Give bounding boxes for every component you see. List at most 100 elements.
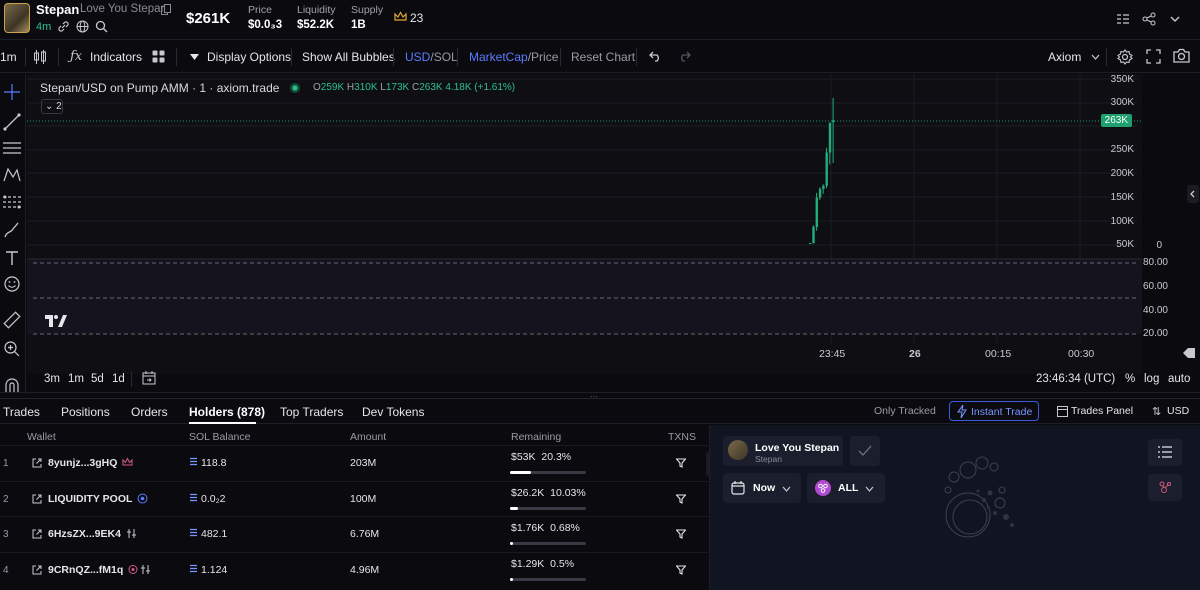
chevron-down-icon[interactable] bbox=[1168, 12, 1182, 26]
brush-icon[interactable] bbox=[2, 220, 22, 240]
copy-icon[interactable] bbox=[161, 4, 171, 15]
marketcap-price-toggle[interactable]: MarketCap/Price bbox=[469, 50, 558, 64]
currency-selector[interactable]: USD bbox=[1167, 405, 1190, 417]
link-icon[interactable] bbox=[57, 20, 70, 33]
chart-canvas[interactable] bbox=[27, 74, 1142, 374]
chevron-down-icon[interactable] bbox=[1091, 54, 1100, 60]
wallet-address[interactable]: 9CRnQZ...fM1q bbox=[48, 563, 124, 576]
resize-handle-icon[interactable]: ⋯ bbox=[590, 392, 598, 401]
trend-line-icon[interactable] bbox=[2, 112, 22, 132]
wallet-address[interactable]: 8yunjz...3gHQ bbox=[48, 457, 118, 469]
pattern-icon[interactable] bbox=[2, 165, 22, 185]
search-icon[interactable] bbox=[95, 20, 108, 33]
panel-icon bbox=[1057, 406, 1068, 417]
instant-trade-button[interactable]: Instant Trade bbox=[949, 401, 1039, 421]
price-option[interactable]: Price bbox=[531, 50, 559, 64]
sol-option[interactable]: SOL bbox=[433, 50, 458, 64]
tab-orders[interactable]: Orders bbox=[131, 405, 168, 419]
list-view-button[interactable] bbox=[1148, 439, 1182, 466]
source-select[interactable]: Axiom bbox=[1048, 50, 1082, 64]
table-row[interactable]: 2 LIQUIDITY POOL 0.0₂2 100M $26.2K 10.03% bbox=[0, 480, 708, 515]
undo-icon[interactable] bbox=[649, 51, 662, 62]
fib-icon[interactable] bbox=[2, 192, 22, 212]
tab-trades[interactable]: Trades bbox=[3, 405, 40, 419]
filter-icon[interactable] bbox=[676, 529, 686, 539]
camera-icon[interactable] bbox=[1173, 48, 1190, 63]
scroll-right-icon[interactable] bbox=[1180, 347, 1196, 359]
ruler-icon[interactable] bbox=[2, 310, 22, 330]
share-icon[interactable] bbox=[1142, 12, 1156, 26]
table-row[interactable]: 4 9CRnQZ...fM1q 1.124 4.96M $1.29K 0.5% bbox=[0, 551, 708, 586]
collapse-right-icon[interactable] bbox=[1187, 185, 1199, 203]
external-link-icon[interactable] bbox=[32, 529, 42, 539]
reset-chart-button[interactable]: Reset Chart bbox=[571, 50, 636, 64]
calendar-icon bbox=[731, 481, 745, 495]
gear-icon[interactable] bbox=[1117, 49, 1133, 65]
wallet-address[interactable]: LIQUIDITY POOL bbox=[48, 492, 133, 505]
filter-icon[interactable] bbox=[676, 564, 686, 575]
price-chart[interactable]: Stepan/USD on Pump AMM · 1 · axiom.trade… bbox=[27, 74, 1168, 374]
only-tracked-toggle[interactable]: Only Tracked bbox=[874, 405, 936, 417]
external-link-icon[interactable] bbox=[32, 565, 42, 575]
filter-badge-icon bbox=[815, 480, 831, 496]
globe-icon[interactable] bbox=[76, 20, 89, 33]
indicators-button[interactable]: Indicators bbox=[90, 50, 143, 64]
text-icon[interactable] bbox=[2, 248, 22, 268]
candle-type-icon[interactable] bbox=[33, 49, 47, 65]
percent-toggle[interactable]: % bbox=[1125, 373, 1136, 385]
timeframe-1d[interactable]: 1d bbox=[112, 373, 125, 385]
indicators-icon[interactable]: ƒx bbox=[70, 49, 83, 64]
usd-option[interactable]: USD bbox=[405, 50, 431, 64]
confirm-button[interactable] bbox=[850, 436, 880, 466]
list-settings-icon[interactable] bbox=[1116, 12, 1130, 26]
column-header-remaining[interactable]: Remaining bbox=[511, 431, 562, 443]
sort-arrows-icon[interactable]: ⇅ bbox=[1152, 406, 1162, 418]
token-avatar[interactable] bbox=[4, 3, 30, 33]
column-header-txns: TXNS bbox=[668, 431, 697, 443]
time-filter-dropdown[interactable]: Now bbox=[723, 473, 801, 503]
redo-icon[interactable] bbox=[678, 51, 691, 62]
log-toggle[interactable]: log bbox=[1144, 373, 1160, 385]
indicators-collapse-badge[interactable]: ⌄ 2 bbox=[41, 99, 63, 114]
tab-top-traders[interactable]: Top Traders bbox=[280, 405, 344, 419]
tab-holders[interactable]: Holders (878) bbox=[189, 405, 266, 419]
auto-toggle[interactable]: auto bbox=[1168, 373, 1191, 385]
crosshair-icon[interactable] bbox=[2, 82, 22, 102]
magnet-icon[interactable] bbox=[2, 376, 22, 396]
column-header-amount[interactable]: Amount bbox=[350, 431, 387, 443]
date-range-icon[interactable] bbox=[142, 371, 156, 385]
interval-select[interactable]: 1m bbox=[0, 50, 17, 64]
filter-icon[interactable] bbox=[676, 493, 686, 504]
tab-positions[interactable]: Positions bbox=[61, 405, 110, 419]
row-index: 4 bbox=[3, 564, 9, 576]
bubble-view-button[interactable] bbox=[1148, 474, 1182, 501]
external-link-icon[interactable] bbox=[32, 458, 42, 468]
timeframe-3m[interactable]: 3m bbox=[44, 373, 60, 385]
column-header-sol-balance[interactable]: SOL Balance bbox=[189, 431, 251, 443]
liquidity-value: $52.2K bbox=[297, 19, 335, 31]
marketcap-option[interactable]: MarketCap bbox=[469, 50, 528, 64]
tab-dev-tokens[interactable]: Dev Tokens bbox=[362, 405, 425, 419]
external-link-icon[interactable] bbox=[32, 494, 42, 504]
horizontal-lines-icon[interactable] bbox=[2, 138, 22, 158]
display-options-button[interactable]: Display Options bbox=[207, 50, 292, 64]
show-all-bubbles-button[interactable]: Show All Bubbles bbox=[302, 50, 395, 64]
trades-panel-button[interactable]: Trades Panel bbox=[1071, 405, 1134, 417]
timeframe-5d[interactable]: 5d bbox=[91, 373, 104, 385]
trader-card[interactable]: Love You Stepan Stepan bbox=[723, 436, 843, 466]
emoji-icon[interactable] bbox=[2, 274, 22, 294]
wallet-address[interactable]: 6HzsZX...9EK4 bbox=[48, 528, 121, 540]
tradingview-logo[interactable] bbox=[45, 315, 67, 327]
type-filter-dropdown[interactable]: ALL bbox=[807, 473, 885, 503]
currency-toggle[interactable]: USD/SOL bbox=[405, 50, 458, 64]
remaining-bar-fill bbox=[510, 577, 514, 581]
filter-icon[interactable] bbox=[676, 458, 686, 468]
utc-clock[interactable]: 23:46:34 (UTC) bbox=[1036, 373, 1116, 385]
fullscreen-icon[interactable] bbox=[1146, 49, 1161, 64]
table-row[interactable]: 3 6HzsZX...9EK4 482.1 6.76M $1.76K 0.68% bbox=[0, 516, 708, 550]
zoom-in-icon[interactable] bbox=[2, 339, 22, 359]
templates-icon[interactable] bbox=[152, 50, 165, 63]
timeframe-1m[interactable]: 1m bbox=[68, 373, 84, 385]
type-filter-value: ALL bbox=[838, 482, 859, 494]
table-row[interactable]: 1 8yunjz...3gHQ 118.8 203M $53K 20.3% bbox=[0, 445, 708, 479]
